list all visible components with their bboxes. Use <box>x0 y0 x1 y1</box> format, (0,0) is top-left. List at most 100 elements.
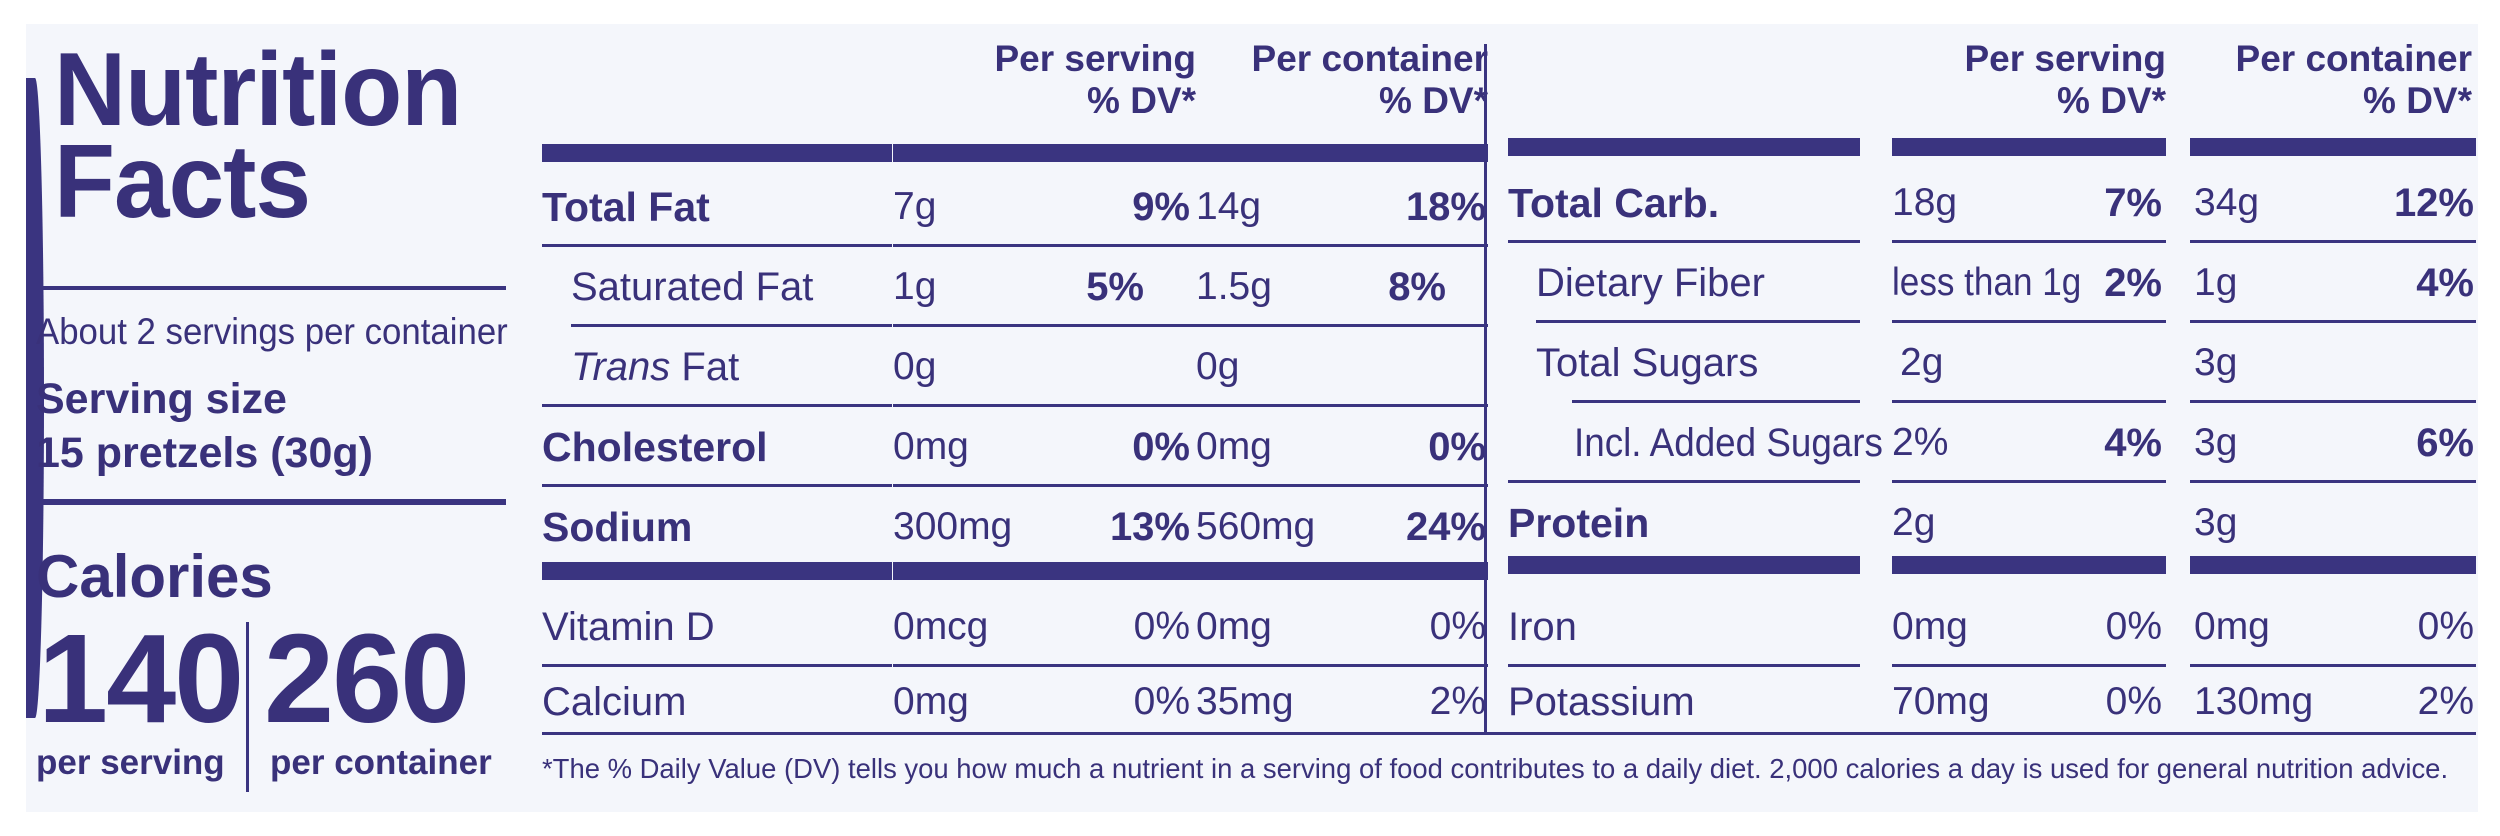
row-rule <box>1196 244 1488 247</box>
serving-dv: 0% <box>2105 605 2162 648</box>
container-amount: 34g <box>2194 181 2260 224</box>
serving-amount: 0mg <box>893 680 969 723</box>
container-amount: 3g <box>2194 421 2238 464</box>
row-rule <box>542 244 892 247</box>
row-rule <box>1508 480 1860 483</box>
container-amount: 560mg <box>1196 505 1316 548</box>
serving-amount: 1g <box>893 265 937 308</box>
container-amount: 0g <box>1196 345 1240 388</box>
thick-rule <box>893 562 1196 580</box>
nutrient-name: Potassium <box>1508 680 1695 724</box>
row-rule <box>1508 664 1860 667</box>
header-serving-dv: % DV* <box>1087 80 1196 121</box>
row-rule <box>893 664 1196 667</box>
container-amount: 1g <box>2194 261 2238 304</box>
center-divider <box>1484 44 1487 734</box>
header-container: Per container <box>2235 38 2472 79</box>
serving-dv: 0% <box>1133 680 1190 723</box>
row-rule <box>893 484 1196 487</box>
container-dv: 4% <box>2416 261 2474 305</box>
container-amount: 130mg <box>2194 680 2314 723</box>
serving-amount: 2g <box>1900 341 1944 384</box>
row-rule <box>1892 400 2166 403</box>
calories-per-serving: 140 <box>38 608 244 749</box>
row-rule <box>893 244 1196 247</box>
serving-dv: 7% <box>2104 181 2162 225</box>
thick-rule <box>2190 556 2476 574</box>
row-rule <box>893 404 1196 407</box>
header-serving-dv: % DV* <box>2057 80 2166 121</box>
nutrient-name: Dietary Fiber <box>1536 261 1765 305</box>
nutrient-name: Total Carb. <box>1508 180 1720 226</box>
divider <box>36 499 506 505</box>
row-rule <box>1572 400 1860 403</box>
nutrient-name: Saturated Fat <box>571 265 814 309</box>
nutrient-name: Incl. Added Sugars <box>1574 421 1883 465</box>
serving-amount: 0mcg <box>893 605 989 648</box>
row-rule <box>2190 664 2476 667</box>
package-edge <box>26 78 44 718</box>
serving-amount: 0mg <box>1892 605 1968 648</box>
container-dv: 12% <box>2393 181 2474 225</box>
row-rule <box>2190 400 2476 403</box>
container-dv: 0% <box>2417 605 2474 648</box>
container-dv: 0% <box>1428 425 1486 469</box>
servings-per-container: About 2 servings per container <box>36 311 508 352</box>
container-amount: 0mg <box>1196 605 1272 648</box>
row-rule <box>1892 480 2166 483</box>
container-amount: 35mg <box>1196 680 1294 723</box>
row-rule <box>1892 240 2166 243</box>
nutrient-name: Cholesterol <box>542 424 768 470</box>
serving-dv: 0% <box>1133 605 1190 648</box>
serving-amount: 0g <box>893 345 937 388</box>
serving-amount: 70mg <box>1892 680 1990 723</box>
row-rule <box>1508 240 1860 243</box>
container-dv: 18% <box>1405 185 1486 229</box>
serving-size-value: 15 pretzels (30g) <box>36 429 373 477</box>
serving-amount: 2% <box>1892 421 1949 464</box>
thick-rule <box>1892 138 2166 156</box>
row-rule <box>893 324 1196 327</box>
serving-dv: 0% <box>2105 680 2162 723</box>
per-serving-caption: per serving <box>36 743 225 782</box>
row-rule <box>1196 324 1488 327</box>
thick-rule <box>1508 556 1860 574</box>
nutrient-name: Total Fat <box>542 184 710 230</box>
serving-dv: 0% <box>1132 425 1190 469</box>
row-rule <box>1196 484 1488 487</box>
per-container-caption: per container <box>270 743 492 782</box>
header-container: Per container <box>1251 38 1488 79</box>
row-rule <box>1196 664 1488 667</box>
container-dv: 8% <box>1388 265 1446 309</box>
nutrient-name-rest: Fat <box>670 345 740 389</box>
serving-amount: 2g <box>1892 501 1936 544</box>
thick-rule <box>542 144 892 162</box>
thick-rule <box>893 144 1196 162</box>
header-container-dv: % DV* <box>2363 80 2472 121</box>
serving-dv: 13% <box>1109 505 1190 549</box>
serving-amount: 300mg <box>893 505 1013 548</box>
row-rule <box>1892 320 2166 323</box>
serving-amount: 18g <box>1892 181 1958 224</box>
thick-rule <box>1508 138 1860 156</box>
container-dv: 6% <box>2416 421 2474 465</box>
thick-rule <box>1196 562 1488 580</box>
container-amount: 0mg <box>1196 425 1272 468</box>
container-dv: 0% <box>1429 605 1486 648</box>
title-nutrition: Nutrition <box>54 32 462 148</box>
row-rule <box>542 484 892 487</box>
nutrition-facts-label: Nutrition Facts About 2 servings per con… <box>26 24 2478 812</box>
row-rule <box>2190 480 2476 483</box>
serving-amount: 0mg <box>893 425 969 468</box>
row-rule <box>1536 320 1860 323</box>
serving-dv: 4% <box>2104 421 2162 465</box>
row-rule <box>1196 404 1488 407</box>
container-dv: 2% <box>2417 680 2474 723</box>
divider <box>36 286 506 290</box>
header-container-dv: % DV* <box>1379 80 1488 121</box>
row-rule <box>1892 664 2166 667</box>
row-rule <box>2190 240 2476 243</box>
nutrient-name: Vitamin D <box>542 605 715 649</box>
row-rule <box>542 664 892 667</box>
thick-rule <box>2190 138 2476 156</box>
